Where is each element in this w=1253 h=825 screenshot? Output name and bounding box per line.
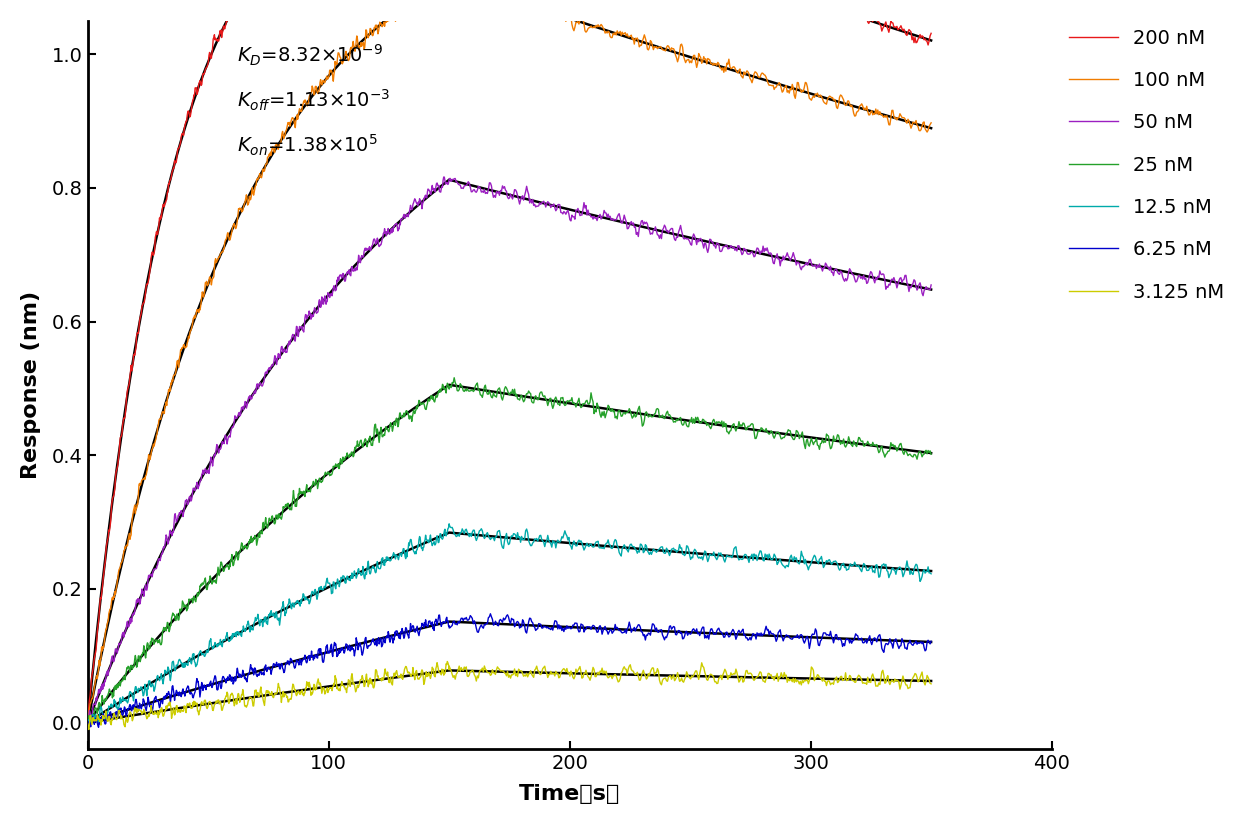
50 nM	[322, 293, 337, 303]
100 nM	[80, 720, 95, 730]
Line: 12.5 nM: 12.5 nM	[88, 524, 931, 723]
3.125 nM	[81, 724, 96, 734]
12.5 nM	[80, 718, 95, 728]
50 nM	[624, 217, 639, 227]
Y-axis label: Response (nm): Response (nm)	[21, 291, 41, 479]
200 nM	[80, 715, 95, 725]
Line: 200 nM: 200 nM	[88, 0, 931, 720]
3.125 nM	[253, 682, 268, 692]
6.25 nM	[253, 667, 268, 677]
12.5 nM	[90, 718, 105, 728]
12.5 nM	[923, 569, 938, 579]
3.125 nM	[165, 703, 180, 713]
100 nM	[322, 65, 337, 75]
200 nM	[855, 11, 870, 21]
Line: 3.125 nM: 3.125 nM	[88, 662, 931, 729]
50 nM	[923, 280, 938, 290]
100 nM	[923, 118, 938, 128]
50 nM	[436, 172, 451, 182]
12.5 nM	[165, 657, 180, 667]
6.25 nM	[855, 634, 870, 644]
100 nM	[624, 31, 639, 40]
50 nM	[855, 272, 870, 282]
6.25 nM	[322, 648, 337, 658]
100 nM	[855, 99, 870, 109]
50 nM	[165, 527, 180, 537]
25 nM	[625, 413, 640, 423]
25 nM	[923, 450, 938, 460]
25 nM	[417, 400, 432, 410]
6.25 nM	[624, 627, 639, 637]
200 nM	[923, 28, 938, 38]
3.125 nM	[323, 683, 338, 693]
12.5 nM	[323, 581, 338, 591]
12.5 nM	[625, 541, 640, 551]
25 nM	[253, 527, 268, 537]
3.125 nM	[923, 679, 938, 689]
25 nM	[323, 469, 338, 479]
3.125 nM	[80, 719, 95, 728]
Line: 6.25 nM: 6.25 nM	[88, 614, 931, 728]
25 nM	[81, 717, 96, 727]
200 nM	[165, 165, 180, 175]
6.25 nM	[416, 623, 431, 633]
50 nM	[253, 378, 268, 388]
100 nM	[253, 172, 268, 182]
25 nM	[856, 436, 871, 446]
3.125 nM	[417, 677, 432, 687]
Legend: 200 nM, 100 nM, 50 nM, 25 nM, 12.5 nM, 6.25 nM, 3.125 nM: 200 nM, 100 nM, 50 nM, 25 nM, 12.5 nM, 6…	[1061, 21, 1232, 309]
100 nM	[165, 376, 180, 386]
50 nM	[416, 193, 431, 203]
6.25 nM	[482, 609, 497, 619]
Line: 50 nM: 50 nM	[88, 177, 931, 727]
6.25 nM	[165, 681, 180, 691]
12.5 nM	[441, 519, 456, 529]
3.125 nM	[440, 657, 455, 667]
3.125 nM	[856, 678, 871, 688]
6.25 nM	[80, 724, 95, 733]
12.5 nM	[417, 536, 432, 546]
12.5 nM	[253, 615, 268, 625]
X-axis label: Time（s）: Time（s）	[519, 785, 620, 804]
Line: 25 nM: 25 nM	[88, 378, 931, 722]
25 nM	[165, 610, 180, 620]
3.125 nM	[625, 666, 640, 676]
12.5 nM	[856, 563, 871, 573]
6.25 nM	[923, 636, 938, 646]
Line: 100 nM: 100 nM	[88, 0, 931, 725]
50 nM	[80, 722, 95, 732]
25 nM	[446, 373, 461, 383]
25 nM	[80, 711, 95, 721]
Text: $K_D$=8.32×10$^{-9}$
$K_{off}$=1.13×10$^{-3}$
$K_{on}$=1.38×10$^{5}$: $K_D$=8.32×10$^{-9}$ $K_{off}$=1.13×10$^…	[237, 43, 391, 158]
